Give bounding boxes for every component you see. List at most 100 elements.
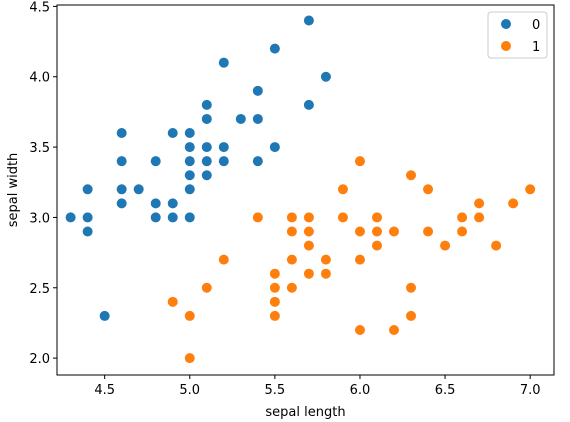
data-point-series-0 [167, 212, 178, 223]
data-point-series-1 [389, 324, 400, 335]
legend: 0 1 [487, 11, 548, 59]
data-point-series-0 [184, 142, 195, 153]
data-point-series-1 [354, 254, 365, 265]
data-point-series-1 [337, 184, 348, 195]
data-point-series-1 [269, 296, 280, 307]
data-point-series-1 [354, 156, 365, 167]
legend-marker-series-0 [501, 19, 511, 29]
data-point-series-1 [406, 282, 417, 293]
x-tick-label: 6.5 [435, 383, 456, 398]
data-point-series-1 [286, 212, 297, 223]
data-point-series-1 [423, 226, 434, 237]
data-point-series-0 [116, 198, 127, 209]
data-point-series-1 [354, 226, 365, 237]
y-tick-label: 4.0 [29, 71, 50, 86]
data-point-series-1 [337, 212, 348, 223]
legend-label-series-0: 0 [532, 18, 540, 33]
x-axis-ticks: 4.5 5.0 5.5 6.0 6.5 7.0 [94, 375, 541, 398]
data-point-series-1 [320, 254, 331, 265]
data-point-series-0 [184, 184, 195, 195]
data-point-series-0 [269, 43, 280, 54]
data-point-series-0 [116, 184, 127, 195]
data-point-series-1 [252, 212, 263, 223]
x-axis-label: sepal length [265, 405, 345, 420]
data-point-series-0 [116, 156, 127, 167]
data-point-series-1 [269, 282, 280, 293]
data-point-series-1 [474, 198, 485, 209]
data-point-series-1 [218, 254, 229, 265]
data-point-series-1 [269, 268, 280, 279]
x-tick-label: 4.5 [94, 383, 115, 398]
data-point-series-0 [201, 170, 212, 181]
y-axis-ticks: 2.0 2.5 3.0 3.5 4.0 4.5 [29, 0, 57, 367]
data-point-series-1 [303, 268, 314, 279]
data-point-series-1 [406, 310, 417, 321]
data-point-series-0 [252, 85, 263, 96]
data-point-series-0 [320, 71, 331, 82]
y-tick-label: 4.5 [29, 0, 50, 15]
x-tick-label: 6.0 [350, 383, 371, 398]
data-point-series-1 [371, 226, 382, 237]
data-point-series-1 [406, 170, 417, 181]
y-tick-label: 3.5 [29, 141, 50, 156]
data-point-series-0 [184, 170, 195, 181]
data-point-series-0 [116, 128, 127, 139]
data-point-series-1 [354, 324, 365, 335]
data-point-series-0 [82, 184, 93, 195]
data-point-series-0 [235, 113, 246, 124]
data-point-series-0 [252, 156, 263, 167]
data-point-series-1 [423, 184, 434, 195]
x-tick-label: 5.5 [265, 383, 286, 398]
data-point-series-0 [201, 156, 212, 167]
data-point-series-1 [303, 212, 314, 223]
data-point-series-0 [184, 212, 195, 223]
data-point-series-0 [201, 99, 212, 110]
data-point-series-1 [286, 282, 297, 293]
data-point-series-0 [201, 113, 212, 124]
data-point-series-1 [201, 282, 212, 293]
data-point-series-0 [184, 128, 195, 139]
data-point-series-0 [99, 310, 110, 321]
x-tick-label: 5.0 [179, 383, 200, 398]
data-point-series-0 [167, 128, 178, 139]
data-point-series-0 [82, 226, 93, 237]
data-point-series-0 [218, 156, 229, 167]
data-point-series-0 [218, 142, 229, 153]
data-point-series-1 [167, 296, 178, 307]
data-point-series-1 [389, 226, 400, 237]
data-point-series-0 [218, 57, 229, 68]
data-point-series-0 [269, 142, 280, 153]
data-point-series-1 [440, 240, 451, 251]
legend-label-series-1: 1 [532, 40, 540, 55]
data-point-series-0 [65, 212, 76, 223]
data-point-series-0 [150, 198, 161, 209]
data-point-series-0 [167, 198, 178, 209]
data-point-series-0 [201, 142, 212, 153]
data-point-series-1 [457, 212, 468, 223]
y-tick-label: 3.0 [29, 211, 50, 226]
data-point-series-1 [371, 212, 382, 223]
y-tick-label: 2.0 [29, 352, 50, 367]
plot-frame [56, 4, 555, 376]
data-point-series-1 [525, 184, 536, 195]
data-point-series-0 [252, 113, 263, 124]
data-point-series-1 [508, 198, 519, 209]
data-point-series-1 [184, 310, 195, 321]
data-point-series-1 [491, 240, 502, 251]
x-tick-label: 7.0 [520, 383, 541, 398]
plot-marks [65, 15, 536, 364]
data-point-series-1 [184, 353, 195, 364]
data-point-series-0 [303, 99, 314, 110]
y-tick-label: 2.5 [29, 282, 50, 297]
data-point-series-0 [133, 184, 144, 195]
data-point-series-0 [150, 212, 161, 223]
data-point-series-0 [184, 156, 195, 167]
data-point-series-1 [371, 240, 382, 251]
data-point-series-1 [269, 310, 280, 321]
data-point-series-0 [82, 212, 93, 223]
y-axis-label: sepal width [6, 153, 21, 228]
data-point-series-0 [150, 156, 161, 167]
data-point-series-1 [303, 226, 314, 237]
data-point-series-1 [474, 212, 485, 223]
